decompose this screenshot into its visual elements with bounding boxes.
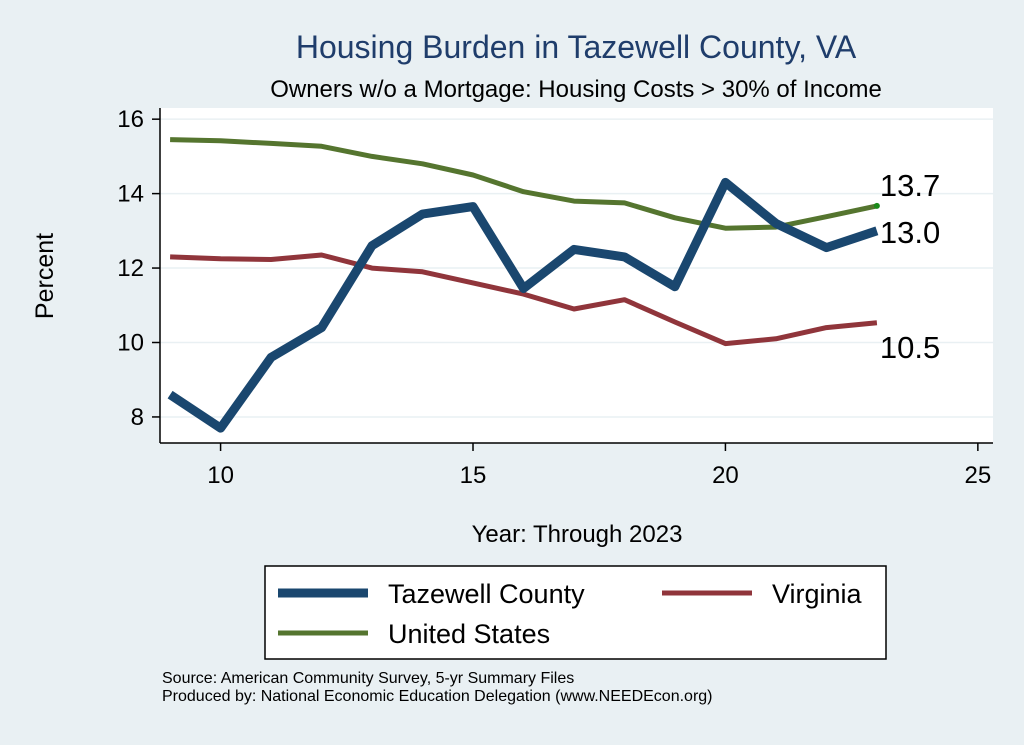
end-label-virginia: 10.5 bbox=[880, 330, 940, 365]
legend-label-united-states: United States bbox=[388, 619, 550, 649]
y-tick-label-12: 12 bbox=[117, 255, 144, 282]
y-tick-label-10: 10 bbox=[117, 330, 144, 357]
source-note: Source: American Community Survey, 5-yr … bbox=[162, 670, 575, 687]
x-axis-title: Year: Through 2023 bbox=[472, 521, 683, 548]
x-tick-label-25: 25 bbox=[965, 462, 992, 489]
end-label-united-states: 13.7 bbox=[880, 168, 940, 203]
x-tick-label-10: 10 bbox=[207, 462, 234, 489]
series-line-tazewell-county bbox=[167, 177, 879, 433]
producer-note: Produced by: National Economic Education… bbox=[162, 688, 713, 705]
axes: 8 10 12 14 16 10 15 20 25 bbox=[117, 106, 993, 489]
y-tick-label-16: 16 bbox=[117, 106, 144, 133]
chart-footer: Source: American Community Survey, 5-yr … bbox=[162, 670, 713, 706]
y-tick-label-8: 8 bbox=[131, 404, 144, 431]
series-end-marker-united-states bbox=[873, 202, 880, 209]
y-tick-label-14: 14 bbox=[117, 181, 144, 208]
legend-label-virginia: Virginia bbox=[772, 579, 863, 609]
legend-box bbox=[264, 565, 887, 660]
end-labels: 13.0 10.5 13.7 bbox=[880, 168, 940, 365]
x-tick-label-20: 20 bbox=[712, 462, 739, 489]
legend: Tazewell County Virginia United States bbox=[264, 565, 887, 660]
end-label-tazewell-county: 13.0 bbox=[880, 215, 940, 250]
legend-label-tazewell: Tazewell County bbox=[388, 579, 585, 609]
plot-area bbox=[160, 108, 993, 443]
series-line-united-states bbox=[170, 137, 878, 231]
series-line-virginia bbox=[170, 252, 878, 347]
chart-title: Housing Burden in Tazewell County, VA bbox=[296, 29, 857, 65]
chart-subtitle: Owners w/o a Mortgage: Housing Costs > 3… bbox=[270, 76, 882, 103]
series-lines bbox=[167, 137, 880, 433]
x-tick-label-15: 15 bbox=[460, 462, 487, 489]
y-axis-title: Percent bbox=[31, 233, 59, 319]
